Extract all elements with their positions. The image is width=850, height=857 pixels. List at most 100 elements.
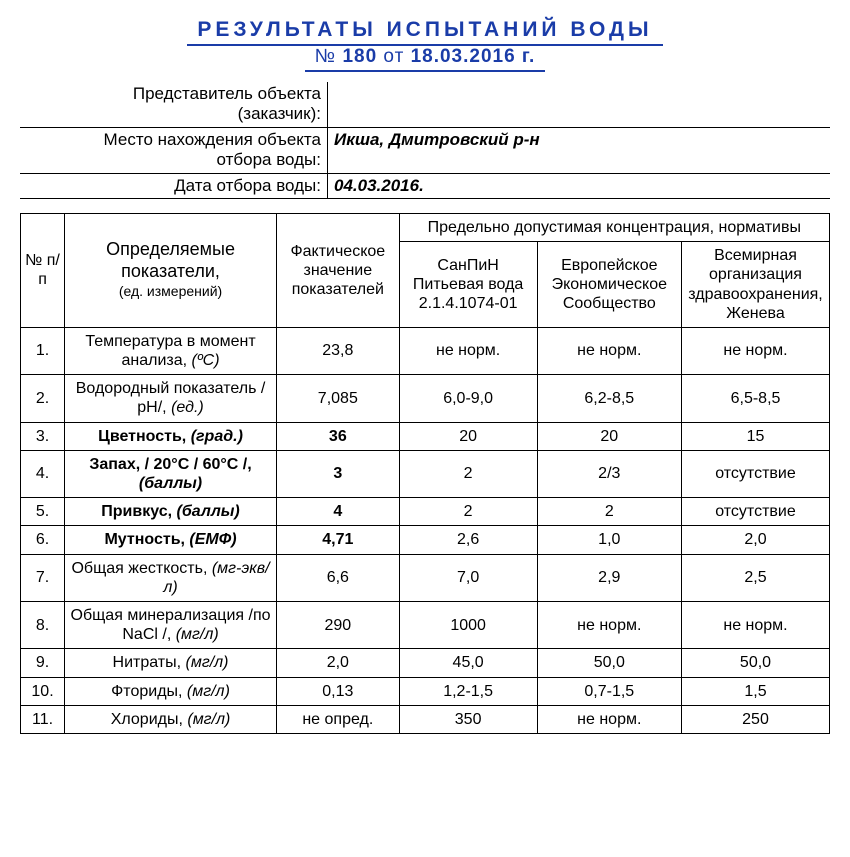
param-text: Цветность, bbox=[98, 428, 191, 445]
cell-norm1: 20 bbox=[399, 422, 537, 450]
meta-label-text: отбора воды: bbox=[217, 150, 321, 169]
table-body: 1.Температура в момент анализа, (ºС)23,8… bbox=[21, 327, 830, 733]
sub-ot: от bbox=[377, 46, 410, 67]
cell-norm1: не норм. bbox=[399, 327, 537, 374]
cell-param: Нитраты, (мг/л) bbox=[65, 649, 277, 677]
cell-norm2: 20 bbox=[537, 422, 681, 450]
hdr-norm3: Всемирная организация здравоохранения, Ж… bbox=[682, 242, 830, 328]
sub-title: № 180 от 18.03.2016 г. bbox=[305, 46, 545, 72]
cell-fact: 7,085 bbox=[277, 375, 400, 422]
cell-num: 2. bbox=[21, 375, 65, 422]
cell-norm1: 350 bbox=[399, 705, 537, 733]
cell-num: 4. bbox=[21, 450, 65, 497]
param-text: Общая жесткость, bbox=[71, 560, 211, 577]
cell-norm2: не норм. bbox=[537, 705, 681, 733]
cell-num: 6. bbox=[21, 526, 65, 554]
cell-norm3: 2,5 bbox=[682, 554, 830, 601]
sub-prefix: № bbox=[315, 46, 343, 67]
cell-norm3: 15 bbox=[682, 422, 830, 450]
cell-norm3: не норм. bbox=[682, 601, 830, 648]
cell-num: 1. bbox=[21, 327, 65, 374]
cell-fact: 23,8 bbox=[277, 327, 400, 374]
hdr-norm1: СанПиН Питьевая вода 2.1.4.1074-01 bbox=[399, 242, 537, 328]
cell-param: Мутность, (ЕМФ) bbox=[65, 526, 277, 554]
hdr-param-main: Определяемые показатели, bbox=[106, 239, 235, 281]
table-row: 10.Фториды, (мг/л)0,131,2-1,50,7-1,51,5 bbox=[21, 677, 830, 705]
meta-label-text: (заказчик): bbox=[238, 104, 321, 123]
param-unit: (ЕМФ) bbox=[189, 531, 236, 548]
cell-param: Хлориды, (мг/л) bbox=[65, 705, 277, 733]
table-row: 4.Запах, / 20°С / 60°С /, (баллы)322/3от… bbox=[21, 450, 830, 497]
data-table: № п/п Определяемые показатели, (ед. изме… bbox=[20, 213, 830, 734]
cell-num: 5. bbox=[21, 498, 65, 526]
param-text: Общая минерализация /по NaCl /, bbox=[71, 607, 271, 643]
table-row: 5.Привкус, (баллы)422отсутствие bbox=[21, 498, 830, 526]
table-row: 9.Нитраты, (мг/л)2,045,050,050,0 bbox=[21, 649, 830, 677]
cell-norm1: 2 bbox=[399, 450, 537, 497]
cell-fact: 290 bbox=[277, 601, 400, 648]
cell-norm2: 50,0 bbox=[537, 649, 681, 677]
cell-fact: 2,0 bbox=[277, 649, 400, 677]
table-row: 2.Водородный показатель /рН/, (ед.)7,085… bbox=[21, 375, 830, 422]
table-row: 6.Мутность, (ЕМФ)4,712,61,02,0 bbox=[21, 526, 830, 554]
cell-norm2: не норм. bbox=[537, 601, 681, 648]
cell-param: Фториды, (мг/л) bbox=[65, 677, 277, 705]
param-unit: (ºС) bbox=[192, 352, 220, 369]
param-text: Мутность, bbox=[104, 531, 189, 548]
param-text: Привкус, bbox=[101, 503, 176, 520]
cell-fact: 4,71 bbox=[277, 526, 400, 554]
cell-norm3: отсутствие bbox=[682, 450, 830, 497]
cell-num: 11. bbox=[21, 705, 65, 733]
hdr-param: Определяемые показатели, (ед. измерений) bbox=[65, 213, 277, 327]
cell-num: 10. bbox=[21, 677, 65, 705]
cell-norm3: 6,5-8,5 bbox=[682, 375, 830, 422]
cell-param: Привкус, (баллы) bbox=[65, 498, 277, 526]
cell-norm2: не норм. bbox=[537, 327, 681, 374]
cell-fact: 4 bbox=[277, 498, 400, 526]
meta-label-text: Место нахождения объекта bbox=[104, 130, 321, 149]
sub-number: 180 bbox=[342, 46, 377, 67]
cell-fact: 3 bbox=[277, 450, 400, 497]
param-unit: (мг/л) bbox=[187, 711, 230, 728]
cell-fact: 0,13 bbox=[277, 677, 400, 705]
param-unit: (ед.) bbox=[171, 399, 204, 416]
param-text: Нитраты, bbox=[113, 654, 186, 671]
meta-value-rep bbox=[328, 82, 831, 127]
table-row: 8.Общая минерализация /по NaCl /, (мг/л)… bbox=[21, 601, 830, 648]
param-unit: (баллы) bbox=[177, 503, 240, 520]
cell-num: 8. bbox=[21, 601, 65, 648]
hdr-num: № п/п bbox=[21, 213, 65, 327]
cell-norm3: отсутствие bbox=[682, 498, 830, 526]
cell-norm3: 1,5 bbox=[682, 677, 830, 705]
cell-param: Запах, / 20°С / 60°С /, (баллы) bbox=[65, 450, 277, 497]
param-unit: (мг/л) bbox=[187, 683, 230, 700]
meta-value-loc: Икша, Дмитровский р-н bbox=[328, 127, 831, 173]
cell-num: 7. bbox=[21, 554, 65, 601]
cell-norm1: 45,0 bbox=[399, 649, 537, 677]
meta-label-date: Дата отбора воды: bbox=[20, 173, 328, 198]
param-unit: (мг/л) bbox=[186, 654, 229, 671]
cell-fact: 36 bbox=[277, 422, 400, 450]
cell-norm2: 2 bbox=[537, 498, 681, 526]
param-text: Хлориды, bbox=[111, 711, 188, 728]
cell-param: Водородный показатель /рН/, (ед.) bbox=[65, 375, 277, 422]
table-row: 1.Температура в момент анализа, (ºС)23,8… bbox=[21, 327, 830, 374]
cell-param: Общая жесткость, (мг-экв/л) bbox=[65, 554, 277, 601]
cell-fact: не опред. bbox=[277, 705, 400, 733]
table-row: 7.Общая жесткость, (мг-экв/л)6,67,02,92,… bbox=[21, 554, 830, 601]
param-unit: (мг/л) bbox=[176, 626, 219, 643]
cell-norm3: 50,0 bbox=[682, 649, 830, 677]
sub-date: 18.03.2016 г. bbox=[411, 46, 536, 67]
cell-norm2: 6,2-8,5 bbox=[537, 375, 681, 422]
cell-param: Температура в момент анализа, (ºС) bbox=[65, 327, 277, 374]
param-text: Фториды, bbox=[111, 683, 187, 700]
meta-label-text: Представитель объекта bbox=[133, 84, 321, 103]
cell-num: 3. bbox=[21, 422, 65, 450]
cell-param: Общая минерализация /по NaCl /, (мг/л) bbox=[65, 601, 277, 648]
cell-norm2: 2,9 bbox=[537, 554, 681, 601]
main-title: РЕЗУЛЬТАТЫ ИСПЫТАНИЙ ВОДЫ bbox=[187, 18, 662, 46]
cell-norm1: 2,6 bbox=[399, 526, 537, 554]
param-unit: (град.) bbox=[191, 428, 243, 445]
table-row: 3.Цветность, (град.)36202015 bbox=[21, 422, 830, 450]
cell-norm3: не норм. bbox=[682, 327, 830, 374]
